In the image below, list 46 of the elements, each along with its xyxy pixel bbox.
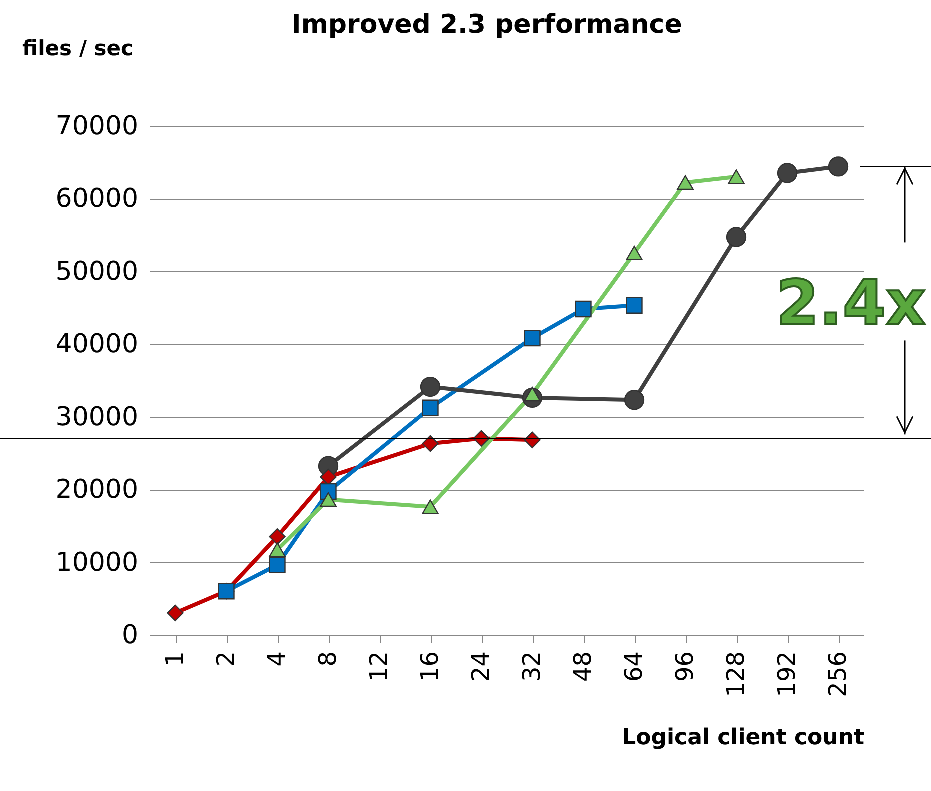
x-tick-label: 192 <box>773 652 801 698</box>
x-tick-label: 16 <box>416 652 444 682</box>
x-tick-label: 12 <box>365 652 393 682</box>
chart-title: Improved 2.3 performance <box>292 10 682 40</box>
y-tick-label: 50000 <box>56 256 138 287</box>
point <box>575 300 592 318</box>
y-axis-title: files / sec <box>22 36 134 60</box>
point <box>269 556 286 574</box>
x-tick-label: 64 <box>620 652 648 682</box>
annotation: 2.4x <box>776 266 926 340</box>
x-tick-label: 48 <box>569 652 597 682</box>
point <box>320 492 337 508</box>
x-tick-label: 32 <box>518 652 546 682</box>
point <box>422 400 439 416</box>
x-tick-label: 2 <box>212 652 240 667</box>
x-axis-title: Logical client count <box>622 725 865 750</box>
x-tick-label: 1 <box>161 652 189 667</box>
y-tick-label: 70000 <box>56 112 138 142</box>
point <box>726 227 747 248</box>
point <box>422 435 439 452</box>
x-tick-label: 256 <box>824 652 852 698</box>
x-tick-label: 8 <box>314 652 342 667</box>
x-tick-label: 128 <box>722 652 750 698</box>
point <box>269 542 286 558</box>
y-tick-label: 0 <box>122 620 138 650</box>
point <box>167 604 184 622</box>
point <box>422 500 439 514</box>
y-tick-label: 60000 <box>56 184 138 214</box>
y-tick-label: 40000 <box>56 330 138 360</box>
x-tick-label: 4 <box>263 652 291 667</box>
point <box>624 390 645 410</box>
x-tick-label: 96 <box>671 652 699 682</box>
point <box>728 170 745 184</box>
point <box>626 246 643 261</box>
point <box>269 528 286 546</box>
point <box>828 156 849 177</box>
y-tick-label: 20000 <box>56 475 138 506</box>
point <box>677 175 694 190</box>
point <box>777 163 798 184</box>
x-tick-label: 24 <box>467 652 495 682</box>
point <box>626 297 643 314</box>
point <box>524 330 541 347</box>
point <box>524 432 541 448</box>
y-tick-label: 30000 <box>56 402 138 432</box>
point <box>420 376 441 398</box>
y-tick-label: 10000 <box>56 548 138 578</box>
